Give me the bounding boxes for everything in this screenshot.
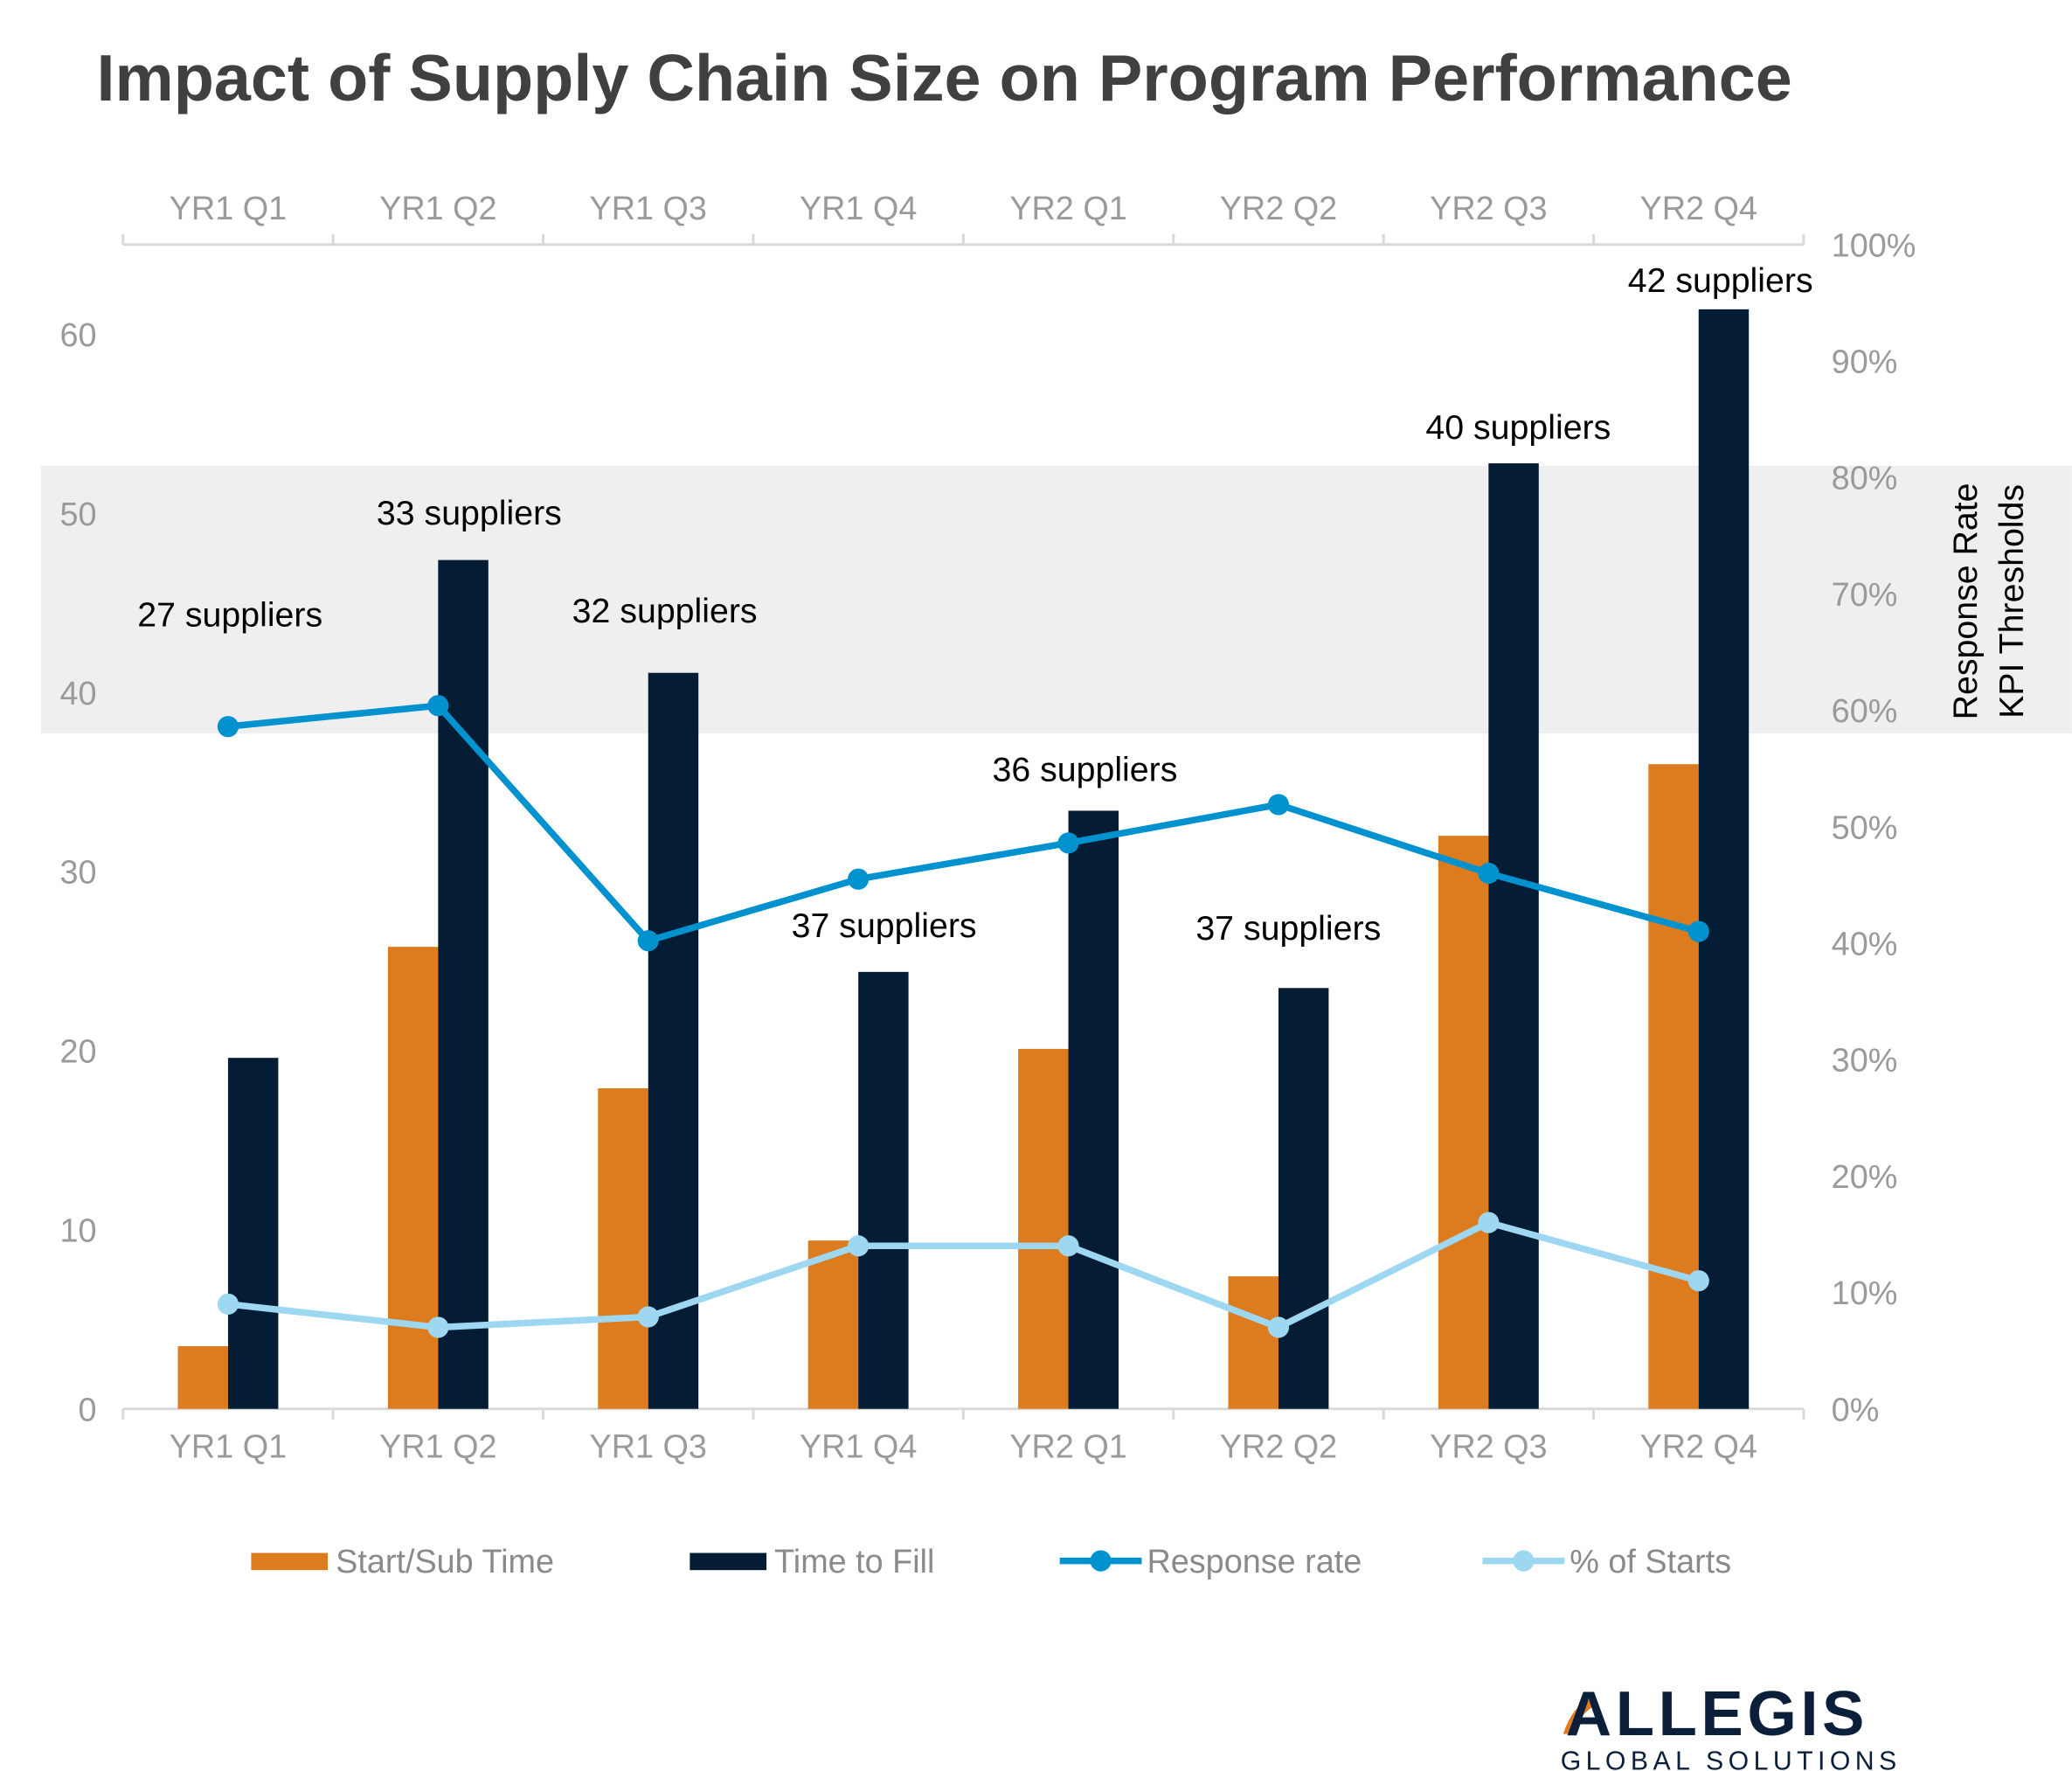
left-y-tick-label: 30 xyxy=(59,855,96,892)
x-tick-label-top: YR1 Q3 xyxy=(590,191,707,227)
supplier-count-label: 37 suppliers xyxy=(792,906,977,945)
bar-start-sub-time xyxy=(177,1346,228,1409)
right-axis-title-line-1: Response Rate xyxy=(1946,483,1985,719)
x-tick-label-top: YR2 Q3 xyxy=(1430,191,1547,227)
point--of-starts xyxy=(1267,1316,1290,1338)
bar-start-sub-time xyxy=(1438,836,1489,1409)
left-y-tick-label: 40 xyxy=(59,676,96,712)
x-tick-label-top: YR1 Q2 xyxy=(379,191,496,227)
point-response-rate xyxy=(1687,920,1709,942)
supplier-count-label: 27 suppliers xyxy=(137,596,322,635)
right-y-tick-label: 70% xyxy=(1832,577,1898,614)
bar-time-to-fill xyxy=(1488,463,1539,1409)
legend-marker xyxy=(1513,1550,1535,1572)
legend-swatch xyxy=(251,1552,329,1571)
bar-time-to-fill xyxy=(1698,309,1750,1409)
x-tick-label-top: YR2 Q1 xyxy=(1009,191,1126,227)
x-tick-label: YR2 Q4 xyxy=(1640,1429,1757,1466)
line--of-starts xyxy=(227,1219,1700,1331)
x-tick-label: YR1 Q2 xyxy=(379,1429,496,1466)
logo-sub: GLOBAL SOLUTIONS xyxy=(1561,1747,1902,1771)
right-y-tick-label: 40% xyxy=(1832,927,1898,963)
left-y-tick-label: 20 xyxy=(59,1034,96,1071)
bar-time-to-fill xyxy=(1278,988,1329,1409)
point--of-starts xyxy=(1478,1212,1500,1233)
allegis-logo: ALLEGIS GLOBAL SOLUTIONS xyxy=(1561,1678,1902,1771)
bar-start-sub-time xyxy=(598,1088,648,1409)
x-tick-label: YR1 Q4 xyxy=(800,1429,917,1466)
bar-time-to-fill xyxy=(648,672,699,1409)
kpi-threshold-band xyxy=(41,465,2072,734)
bar-time-to-fill xyxy=(858,971,909,1409)
point--of-starts xyxy=(427,1316,449,1338)
point-response-rate xyxy=(1267,794,1290,816)
right-axis-title: Response Rate KPI Thresholds xyxy=(1946,483,2031,719)
legend-marker xyxy=(1090,1550,1112,1572)
point-response-rate xyxy=(848,868,870,890)
bar-start-sub-time xyxy=(1228,1276,1279,1409)
point--of-starts xyxy=(1057,1235,1079,1257)
right-y-tick-label: 0% xyxy=(1832,1392,1880,1428)
left-y-tick-label: 10 xyxy=(59,1212,96,1249)
right-y-tick-label: 60% xyxy=(1832,693,1898,730)
x-tick-label-top: YR1 Q4 xyxy=(800,191,917,227)
x-tick-label: YR2 Q3 xyxy=(1430,1429,1547,1466)
supplier-count-label: 40 suppliers xyxy=(1425,408,1611,447)
x-tick-label: YR2 Q2 xyxy=(1220,1429,1337,1466)
point-response-rate xyxy=(1057,832,1079,854)
bar-time-to-fill xyxy=(227,1058,279,1409)
supplier-count-label: 37 suppliers xyxy=(1195,909,1381,948)
legend-label: Start/Sub Time xyxy=(336,1544,554,1580)
right-y-tick-label: 10% xyxy=(1832,1275,1898,1312)
supplier-count-label: 36 suppliers xyxy=(992,751,1177,789)
x-tick-label-top: YR2 Q4 xyxy=(1640,191,1757,227)
x-tick-label-top: YR2 Q2 xyxy=(1220,191,1337,227)
logo-name: ALLEGIS xyxy=(1566,1678,1868,1749)
x-tick-label-top: YR1 Q1 xyxy=(170,191,287,227)
legend-label: % of Starts xyxy=(1570,1544,1731,1580)
x-tick-label: YR2 Q1 xyxy=(1009,1429,1126,1466)
right-axis-title-line-2: KPI Thresholds xyxy=(1992,484,2031,719)
point--of-starts xyxy=(1687,1270,1709,1292)
supplier-count-label: 32 suppliers xyxy=(572,592,758,630)
bar-time-to-fill xyxy=(1068,810,1119,1409)
bar-start-sub-time xyxy=(807,1240,859,1409)
bar-start-sub-time xyxy=(1018,1048,1069,1409)
point-response-rate xyxy=(1478,862,1500,885)
right-y-tick-label: 100% xyxy=(1832,227,1916,264)
point-response-rate xyxy=(217,716,239,738)
left-y-tick-label: 0 xyxy=(78,1392,96,1428)
point-response-rate xyxy=(637,930,659,952)
bar-start-sub-time xyxy=(387,947,439,1409)
point-response-rate xyxy=(427,695,449,717)
point--of-starts xyxy=(848,1235,870,1257)
line-response-rate xyxy=(227,702,1700,945)
right-y-tick-label: 20% xyxy=(1832,1159,1898,1196)
right-y-tick-label: 90% xyxy=(1832,344,1898,381)
logo-swoosh-icon xyxy=(1563,1698,1597,1734)
point--of-starts xyxy=(637,1306,659,1328)
legend-label: Response rate xyxy=(1147,1544,1362,1580)
supplier-count-label: 33 suppliers xyxy=(377,494,562,532)
right-y-tick-label: 30% xyxy=(1832,1043,1898,1080)
right-y-tick-label: 50% xyxy=(1832,809,1898,846)
legend-label: Time to Fill xyxy=(774,1544,934,1580)
left-y-tick-label: 50 xyxy=(59,497,96,533)
right-y-tick-label: 80% xyxy=(1832,461,1898,497)
bar-start-sub-time xyxy=(1648,764,1699,1409)
chart-title: Impact of Supply Chain Size on Program P… xyxy=(97,42,1792,115)
x-tick-label: YR1 Q3 xyxy=(590,1429,707,1466)
bar-time-to-fill xyxy=(438,559,489,1409)
x-tick-label: YR1 Q1 xyxy=(170,1429,287,1466)
supplier-count-label: 42 suppliers xyxy=(1628,261,1813,300)
left-y-tick-label: 60 xyxy=(59,317,96,354)
legend-swatch xyxy=(690,1552,767,1571)
point--of-starts xyxy=(217,1293,239,1315)
